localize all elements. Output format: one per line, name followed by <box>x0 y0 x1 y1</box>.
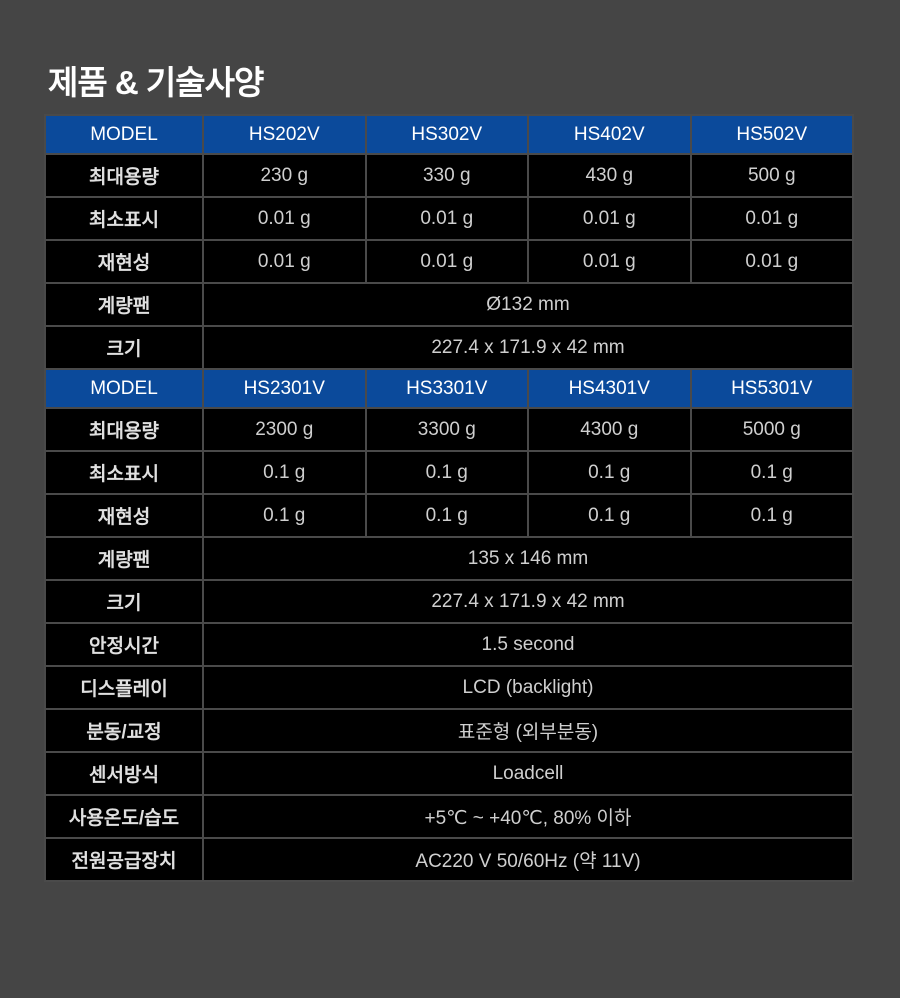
spec-row: 재현성 0.01 g 0.01 g 0.01 g 0.01 g <box>44 239 854 284</box>
spec-value: 0.1 g <box>527 450 692 495</box>
spec-value: +5℃ ~ +40℃, 80% 이하 <box>202 794 854 839</box>
spec-label: 계량팬 <box>44 536 204 581</box>
spec-value: 0.1 g <box>364 450 529 495</box>
page-title: 제품 & 기술사양 <box>48 64 264 101</box>
spec-label: 계량팬 <box>44 282 204 327</box>
model-name: HS2301V <box>202 368 367 409</box>
spec-row: 분동/교정 표준형 (외부분동) <box>44 708 854 753</box>
spec-value: 0.1 g <box>202 493 367 538</box>
spec-value: 0.01 g <box>202 239 367 284</box>
spec-label: 최소표시 <box>44 196 204 241</box>
spec-value: Loadcell <box>202 751 854 796</box>
spec-row: 디스플레이 LCD (backlight) <box>44 665 854 710</box>
spec-value: 230 g <box>202 153 367 198</box>
spec-value: 135 x 146 mm <box>202 536 854 581</box>
spec-value: 500 g <box>689 153 854 198</box>
spec-value: 330 g <box>364 153 529 198</box>
spec-value: 227.4 x 171.9 x 42 mm <box>202 579 854 624</box>
spec-value: 1.5 second <box>202 622 854 667</box>
model-label: MODEL <box>44 114 204 155</box>
spec-row: 최대용량 230 g 330 g 430 g 500 g <box>44 153 854 198</box>
spec-value: 0.01 g <box>689 196 854 241</box>
spec-value: AC220 V 50/60Hz (약 11V) <box>202 837 854 882</box>
spec-value: 0.1 g <box>689 450 854 495</box>
spec-value: 0.01 g <box>527 196 692 241</box>
spec-value: 0.01 g <box>202 196 367 241</box>
spec-value: 0.01 g <box>364 196 529 241</box>
spec-label: 재현성 <box>44 239 204 284</box>
spec-value: Ø132 mm <box>202 282 854 327</box>
spec-value: 4300 g <box>527 407 692 452</box>
model-name: HS502V <box>689 114 854 155</box>
model-header-row: MODEL HS202V HS302V HS402V HS502V <box>44 114 854 155</box>
model-name: HS302V <box>364 114 529 155</box>
spec-row: 크기 227.4 x 171.9 x 42 mm <box>44 579 854 624</box>
spec-value: LCD (backlight) <box>202 665 854 710</box>
spec-label: 센서방식 <box>44 751 204 796</box>
spec-value: 0.1 g <box>689 493 854 538</box>
spec-row: 최소표시 0.01 g 0.01 g 0.01 g 0.01 g <box>44 196 854 241</box>
spec-table: MODEL HS202V HS302V HS402V HS502V 최대용량 230 g 33… <box>44 114 854 882</box>
model-name: HS3301V <box>364 368 529 409</box>
spec-row: 크기 227.4 x 171.9 x 42 mm <box>44 325 854 370</box>
spec-label: 디스플레이 <box>44 665 204 710</box>
model-name: HS202V <box>202 114 367 155</box>
model-name: HS4301V <box>527 368 692 409</box>
spec-row: 계량팬 Ø132 mm <box>44 282 854 327</box>
spec-label: 안정시간 <box>44 622 204 667</box>
model-name: HS5301V <box>689 368 854 409</box>
spec-value: 5000 g <box>689 407 854 452</box>
spec-value: 0.01 g <box>527 239 692 284</box>
spec-value: 0.1 g <box>202 450 367 495</box>
spec-label: 최대용량 <box>44 153 204 198</box>
model-label: MODEL <box>44 368 204 409</box>
spec-value: 0.1 g <box>527 493 692 538</box>
spec-value: 0.1 g <box>364 493 529 538</box>
spec-value: 227.4 x 171.9 x 42 mm <box>202 325 854 370</box>
spec-value: 430 g <box>527 153 692 198</box>
spec-value: 3300 g <box>364 407 529 452</box>
spec-label: 크기 <box>44 579 204 624</box>
spec-row: 안정시간 1.5 second <box>44 622 854 667</box>
spec-row: 전원공급장치 AC220 V 50/60Hz (약 11V) <box>44 837 854 882</box>
spec-value: 0.01 g <box>689 239 854 284</box>
spec-row: 계량팬 135 x 146 mm <box>44 536 854 581</box>
spec-value: 표준형 (외부분동) <box>202 708 854 753</box>
spec-value: 0.01 g <box>364 239 529 284</box>
spec-row: 사용온도/습도 +5℃ ~ +40℃, 80% 이하 <box>44 794 854 839</box>
spec-label: 재현성 <box>44 493 204 538</box>
spec-label: 전원공급장치 <box>44 837 204 882</box>
spec-label: 분동/교정 <box>44 708 204 753</box>
spec-row: 최대용량 2300 g 3300 g 4300 g 5000 g <box>44 407 854 452</box>
spec-row: 재현성 0.1 g 0.1 g 0.1 g 0.1 g <box>44 493 854 538</box>
spec-row: 최소표시 0.1 g 0.1 g 0.1 g 0.1 g <box>44 450 854 495</box>
spec-label: 최대용량 <box>44 407 204 452</box>
spec-row: 센서방식 Loadcell <box>44 751 854 796</box>
model-name: HS402V <box>527 114 692 155</box>
spec-label: 최소표시 <box>44 450 204 495</box>
spec-label: 크기 <box>44 325 204 370</box>
spec-value: 2300 g <box>202 407 367 452</box>
spec-label: 사용온도/습도 <box>44 794 204 839</box>
model-header-row: MODEL HS2301V HS3301V HS4301V HS5301V <box>44 368 854 409</box>
